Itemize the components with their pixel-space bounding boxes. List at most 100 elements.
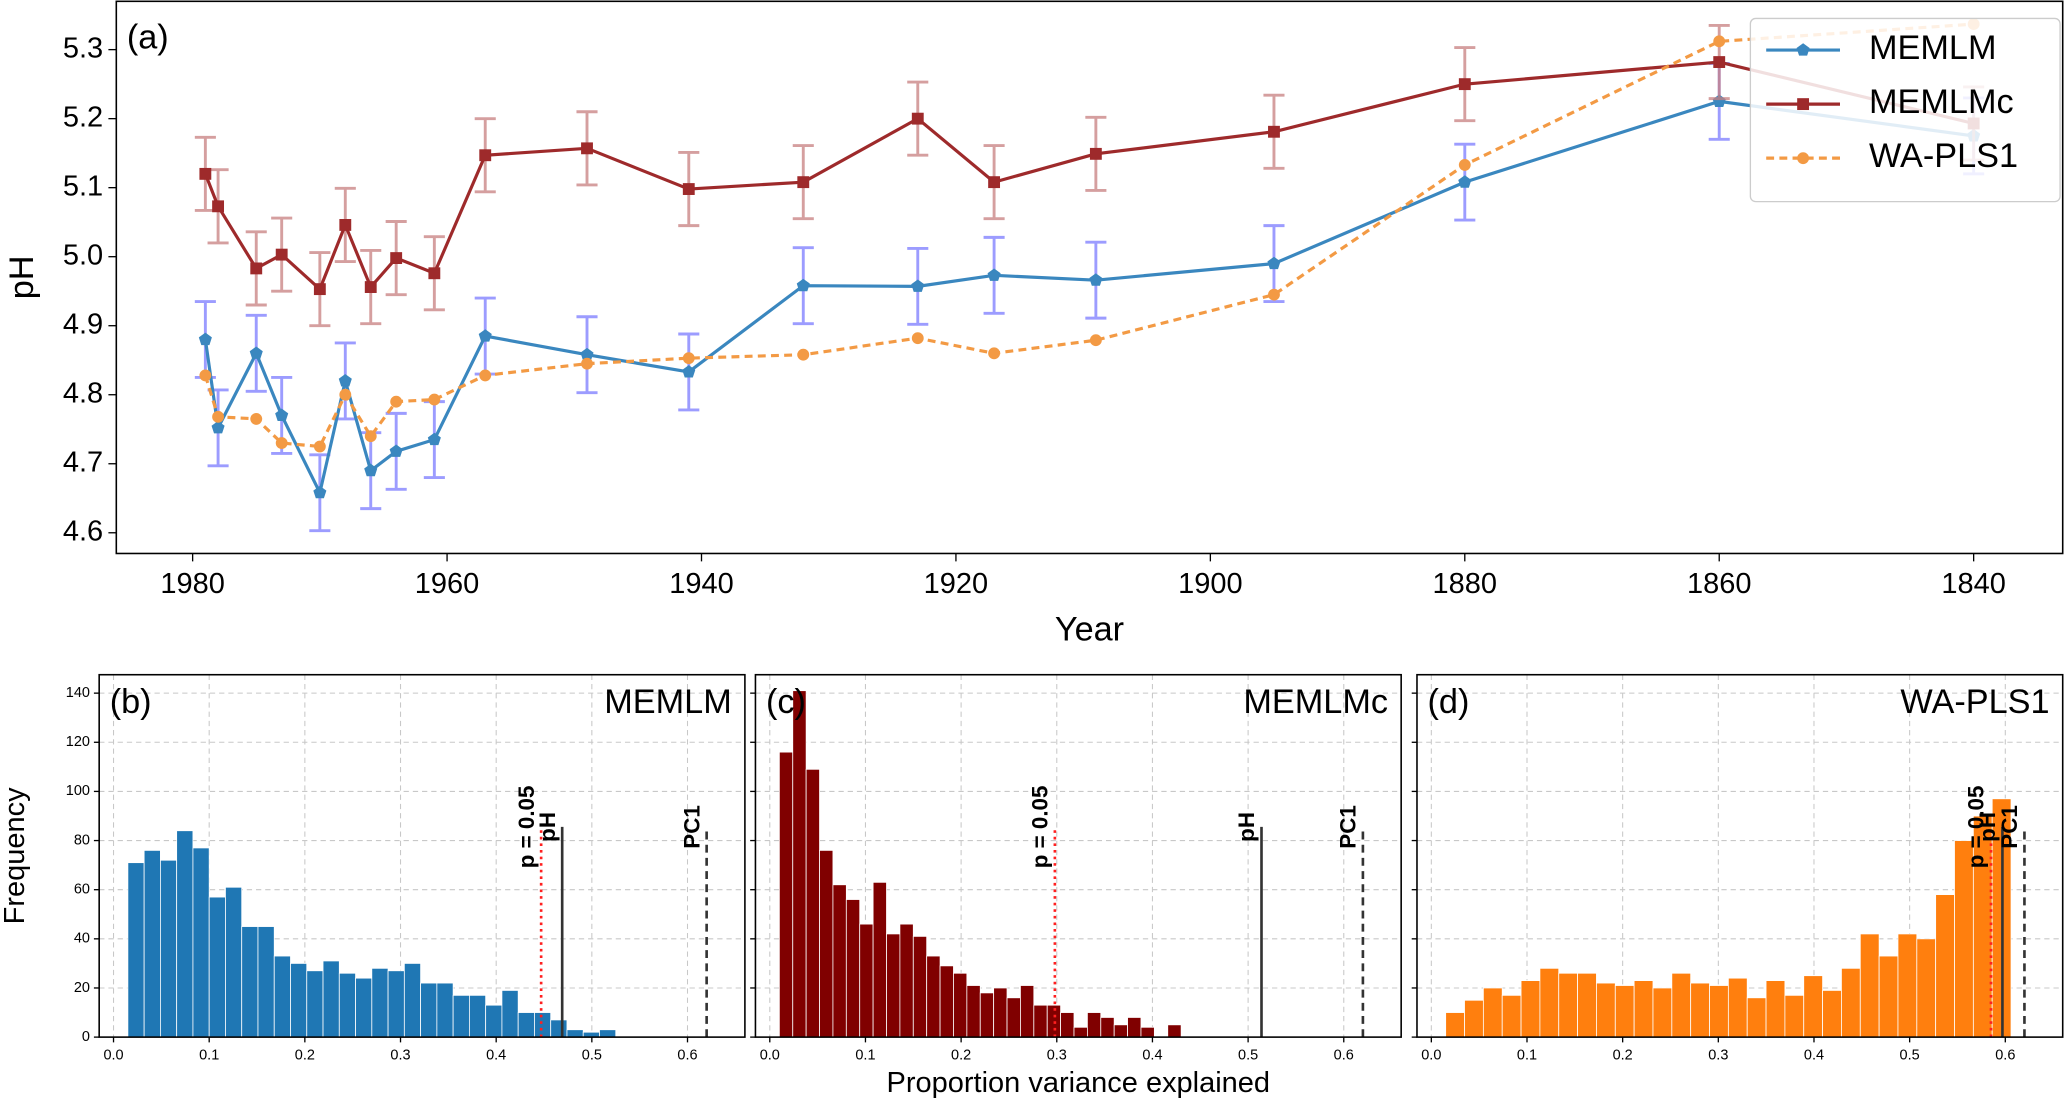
- marker: [1089, 147, 1102, 160]
- histogram-bar: [436, 982, 454, 1038]
- histogram-bar: [1033, 1004, 1048, 1038]
- histogram-bar: [1482, 987, 1503, 1038]
- histogram-bar: [1086, 1012, 1102, 1038]
- histogram-bar: [1501, 994, 1522, 1038]
- histogram-bar: [273, 955, 291, 1038]
- histogram-bar: [534, 1012, 552, 1038]
- histogram-bar: [819, 849, 834, 1038]
- histogram-bar: [953, 972, 968, 1038]
- histogram-bar: [1614, 985, 1635, 1038]
- panel-label: (d): [1428, 683, 1470, 721]
- marker: [1458, 175, 1472, 188]
- marker: [339, 219, 352, 231]
- marker: [199, 369, 212, 382]
- marker: [988, 347, 1001, 360]
- y-tick-label: 140: [66, 685, 90, 701]
- legend-marker: [1797, 152, 1810, 165]
- marker: [682, 183, 695, 195]
- marker: [313, 283, 326, 296]
- histogram-bar: [566, 1029, 584, 1038]
- marker: [682, 365, 696, 378]
- y-tick-label: 5.0: [63, 239, 103, 271]
- y-tick-label: 4.7: [63, 446, 103, 478]
- marker: [797, 348, 810, 361]
- histogram-bar: [1020, 985, 1035, 1038]
- x-tick-label: 0.6: [1334, 1047, 1354, 1063]
- legend-label: MEMLM: [1869, 29, 1996, 67]
- x-tick-label: 0.4: [1142, 1047, 1162, 1063]
- x-axis-label: Year: [1055, 610, 1124, 648]
- histogram-bar: [241, 926, 259, 1038]
- histogram-bar: [517, 1012, 535, 1038]
- reference-line-label: p = 0.05: [514, 786, 539, 869]
- histogram-bar: [1690, 982, 1710, 1038]
- plot-frame: [754, 673, 1402, 1038]
- y-tick-label: 0: [82, 1029, 90, 1045]
- marker: [212, 200, 225, 213]
- x-tick-label: 0.5: [582, 1047, 602, 1063]
- histogram-bar: [1558, 972, 1578, 1038]
- marker: [389, 444, 403, 457]
- x-tick-label: 1920: [924, 568, 988, 600]
- histogram-bar: [926, 955, 941, 1038]
- histogram-bar: [979, 992, 995, 1038]
- marker: [797, 176, 810, 189]
- reference-line-label: PC1: [679, 805, 704, 849]
- histogram-bar: [403, 963, 422, 1038]
- histogram-bar: [1577, 972, 1597, 1038]
- marker: [364, 463, 378, 477]
- histogram-bar: [143, 849, 161, 1038]
- histogram-bar: [1746, 997, 1767, 1038]
- histogram-bar: [208, 896, 226, 1038]
- x-axis-label: Proportion variance explained: [887, 1067, 1270, 1099]
- panel-title: MEMLM: [604, 683, 731, 721]
- histogram-bar: [192, 847, 210, 1038]
- marker: [250, 412, 263, 425]
- marker: [364, 281, 377, 293]
- histogram-bar: [1954, 840, 1974, 1038]
- marker: [199, 167, 212, 180]
- x-tick-label: 1940: [669, 568, 733, 600]
- histogram-bar: [1709, 985, 1729, 1038]
- marker: [581, 142, 593, 155]
- histogram-bar: [355, 977, 373, 1038]
- y-tick-label: 40: [74, 931, 90, 947]
- plot-frame: [1416, 673, 2064, 1038]
- histogram-bar: [1464, 999, 1484, 1038]
- histogram-bar: [1520, 980, 1541, 1038]
- y-axis-label: pH: [3, 255, 41, 299]
- marker: [1268, 125, 1280, 138]
- histogram-bar: [1596, 982, 1616, 1038]
- x-tick-label: 1880: [1433, 568, 1497, 600]
- histogram-bar: [387, 970, 405, 1038]
- marker: [390, 252, 403, 265]
- histogram-bar: [1803, 975, 1823, 1038]
- marker: [479, 369, 492, 382]
- marker: [428, 267, 441, 280]
- histogram-bar: [805, 768, 820, 1038]
- histogram-bar: [993, 987, 1008, 1038]
- histogram-bar: [939, 965, 954, 1038]
- x-tick-label: 0.5: [1900, 1047, 1920, 1063]
- marker: [212, 410, 225, 423]
- histogram-bar: [290, 963, 308, 1038]
- marker: [988, 176, 1001, 189]
- legend-label: WA-PLS1: [1869, 137, 2018, 175]
- y-tick-label: 100: [66, 783, 90, 799]
- marker: [1458, 158, 1471, 171]
- legend-marker: [1796, 43, 1810, 56]
- histogram-bar: [1859, 933, 1880, 1038]
- histogram-bar: [845, 899, 861, 1038]
- x-tick-label: 0.2: [295, 1047, 315, 1063]
- histogram-bar: [1113, 1024, 1128, 1038]
- x-tick-label: 0.3: [390, 1047, 410, 1063]
- histogram-bar: [1841, 967, 1861, 1038]
- histogram-bar: [872, 881, 887, 1038]
- x-tick-label: 1860: [1687, 568, 1751, 600]
- x-tick-label: 0.4: [486, 1047, 506, 1063]
- histogram-bar: [899, 923, 914, 1038]
- marker: [211, 420, 225, 434]
- panel-title: MEMLMc: [1243, 683, 1388, 721]
- histogram-bar: [1916, 938, 1937, 1038]
- marker: [1458, 78, 1471, 91]
